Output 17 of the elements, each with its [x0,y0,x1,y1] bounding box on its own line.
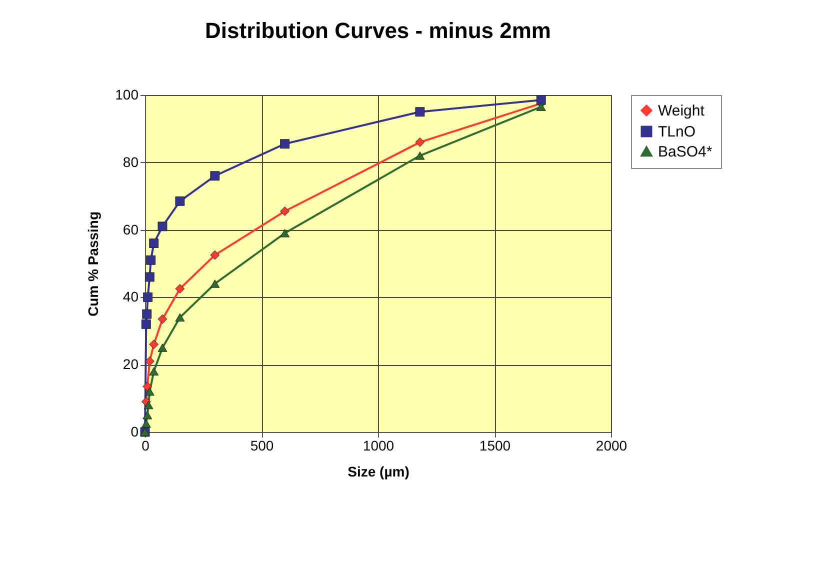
legend-label: TLnO [658,124,696,140]
y-tick-label: 80 [122,154,139,170]
legend-label: Weight [658,102,706,120]
x-tick-label: 1000 [362,438,394,454]
x-tick-label: 0 [142,438,150,454]
y-tick-label: 40 [122,288,139,305]
x-tick-label: 2000 [596,438,628,454]
x-tick-label: 1500 [479,438,511,454]
y-tick-label: 100 [115,86,139,102]
x-axis-title: Size (µm) [348,464,410,480]
y-tick-label: 0 [130,424,139,440]
x-tick-label: 500 [250,438,274,454]
y-axis-title: Cum % Passing [85,211,102,317]
chart-title: Distribution Curves - minus 2mm [205,18,551,43]
y-tick-label: 20 [122,356,139,372]
legend-label: BaSO4* [658,144,712,160]
y-tick-label: 60 [122,221,139,238]
